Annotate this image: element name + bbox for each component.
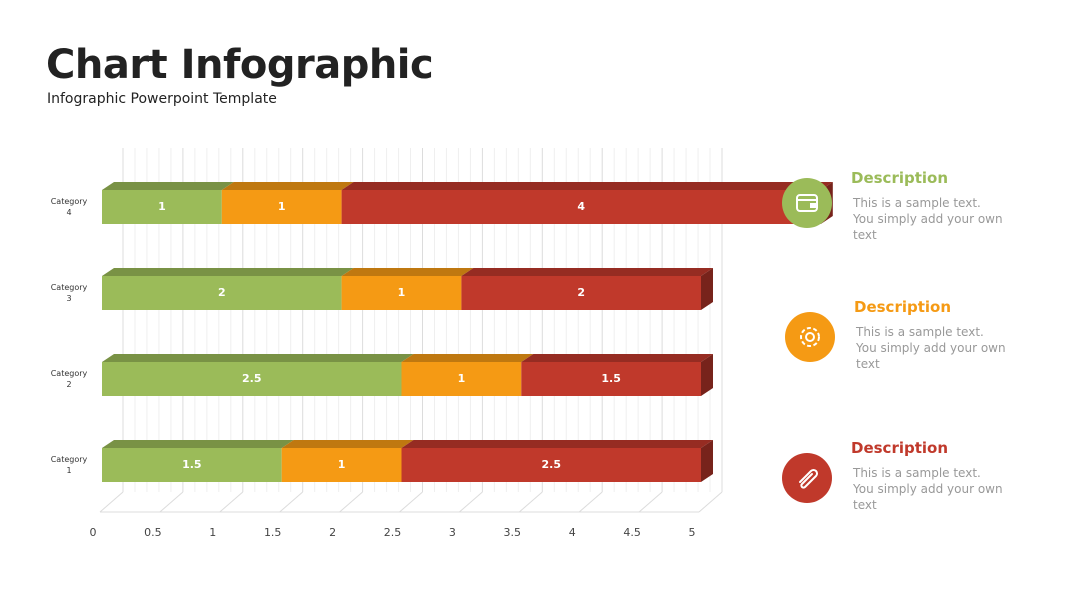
bar [102,190,222,224]
bar [461,276,701,310]
y-tick-label: Category 1 [50,455,88,475]
value-label: 2.5 [542,458,562,471]
icon-circle [782,178,832,228]
value-label: 2 [218,286,226,299]
floor-line [219,491,244,513]
x-tick-label: 0 [90,526,97,539]
slide-title: Chart Infographic [46,42,434,88]
bar-segment: 1 [102,182,234,224]
icon-shape [799,468,819,489]
bar-segment: 1.5 [102,440,294,482]
bar-side [701,354,713,396]
bar-top [102,354,414,362]
value-label: 4 [577,200,585,213]
bar [102,276,342,310]
floor-line [99,491,124,513]
floor-line [339,491,363,513]
bar-segment: 1 [401,354,534,396]
x-tick-label: 2 [329,526,336,539]
value-label: 1 [398,286,406,299]
value-label: 1 [278,200,286,213]
icon [782,453,832,503]
bar-top [102,268,354,276]
bar-segment: 2 [102,268,354,310]
icon [785,312,835,362]
value-label: 1.5 [182,458,202,471]
bar [102,448,282,482]
floor-line [518,491,543,513]
icon-shape [810,203,817,208]
x-tick-label: 3 [449,526,456,539]
bar [341,190,821,224]
y-tick-label: Category 4 [50,197,88,217]
icon-shape [800,327,820,347]
floor-line [459,491,483,513]
value-label: 2 [577,286,585,299]
bar [221,190,342,224]
bar-side [701,440,713,482]
x-tick-label: 4 [569,526,576,539]
bar [521,362,701,396]
bar-top [521,354,713,362]
bar-top [341,268,474,276]
bar-top [221,182,354,190]
bar-segment: 2.5 [401,440,713,482]
floor-line [698,491,723,513]
x-tick-label: 0.5 [144,526,162,539]
value-label: 2.5 [242,372,262,385]
bar-top [102,440,294,448]
bar [341,276,462,310]
bar-segment: 1 [341,268,474,310]
bar-segment: 2 [461,268,713,310]
y-tick-label: Category 3 [50,283,88,303]
bar-segment: 4 [341,182,833,224]
description-title: Description [854,298,952,316]
bar-top [401,440,713,448]
bar-segment: 1 [221,182,354,224]
description-text: This is a sample text. You simply add yo… [853,196,1003,242]
bar-segment: 1.5 [521,354,713,396]
bar [102,362,402,396]
bar-top [102,182,234,190]
description-text: This is a sample text. You simply add yo… [853,466,1003,512]
bar-top [341,182,833,190]
bar [401,362,522,396]
floor-line [279,491,304,513]
bar-top [461,268,713,276]
x-tick-label: 3.5 [504,526,522,539]
value-label: 1 [158,200,166,213]
floor-line [578,491,603,513]
floor-line [159,491,184,513]
value-label: 1 [458,372,466,385]
x-tick-label: 4.5 [623,526,641,539]
icon-shape [805,332,815,342]
value-label: 1 [338,458,346,471]
bar-top [281,440,414,448]
description-text: This is a sample text. You simply add yo… [856,325,1006,371]
slide-subtitle: Infographic Powerpoint Template [47,91,277,107]
icon [782,178,832,228]
y-tick-label: Category 2 [50,369,88,389]
x-tick-label: 2.5 [384,526,402,539]
x-tick-label: 1 [209,526,216,539]
bar-segment: 2.5 [102,354,414,396]
bar-top [401,354,534,362]
bar-side [701,268,713,310]
icon-circle [785,312,835,362]
description-title: Description [851,439,949,457]
bar [281,448,402,482]
bar-segment: 1 [281,440,414,482]
value-label: 1.5 [601,372,621,385]
bar [401,448,701,482]
x-tick-label: 5 [689,526,696,539]
floor-line [399,491,423,513]
floor-line [638,491,663,513]
description-title: Description [851,169,949,187]
x-tick-label: 1.5 [264,526,282,539]
